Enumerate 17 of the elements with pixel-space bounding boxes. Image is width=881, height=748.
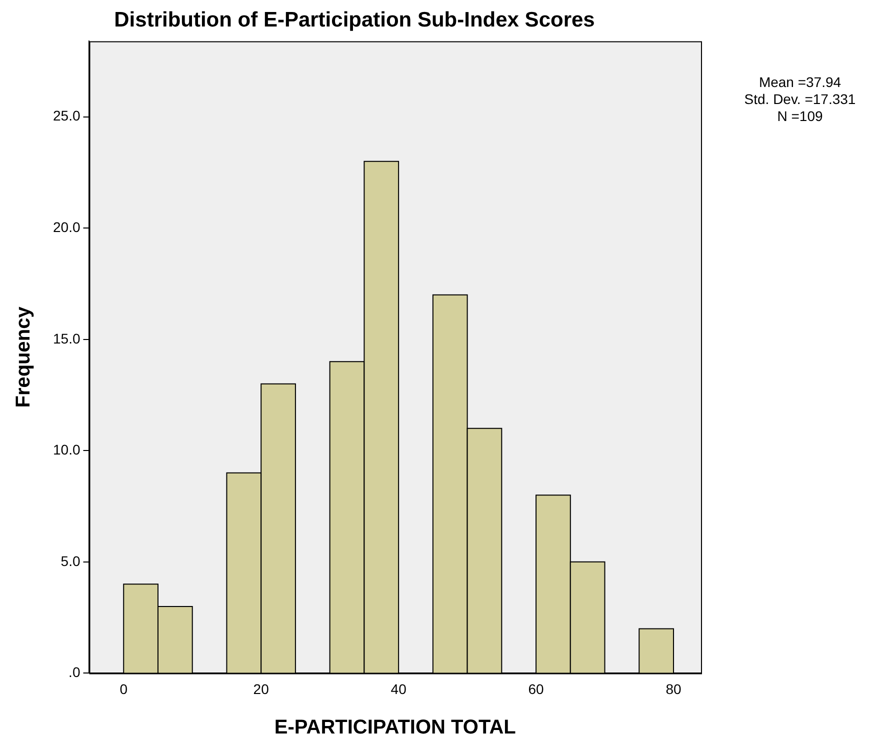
x-tick-label: 80	[666, 681, 682, 698]
x-tick-label: 40	[390, 681, 407, 698]
chart-title: Distribution of E-Participation Sub-Index Scores	[114, 8, 595, 32]
y-axis-title: Frequency	[12, 306, 35, 408]
text: Std. Dev. =17.331	[744, 90, 856, 107]
x-tick-label: 60	[528, 681, 544, 698]
y-tick-label: .0	[68, 664, 80, 680]
y-tick-label: 10.0	[53, 442, 80, 458]
y-tick-label: 5.0	[60, 552, 80, 569]
y-tick-label: 20.0	[53, 218, 80, 235]
text: Mean =37.94	[758, 74, 842, 90]
x-axis-title: E-PARTICIPATION TOTAL	[274, 716, 516, 739]
y-tick-label: 25.0	[53, 108, 80, 124]
y-tick-label: 15.0	[53, 330, 80, 346]
text: N =109	[777, 108, 823, 124]
x-tick-label: 0	[120, 681, 128, 698]
x-tick-label: 20	[253, 681, 270, 698]
